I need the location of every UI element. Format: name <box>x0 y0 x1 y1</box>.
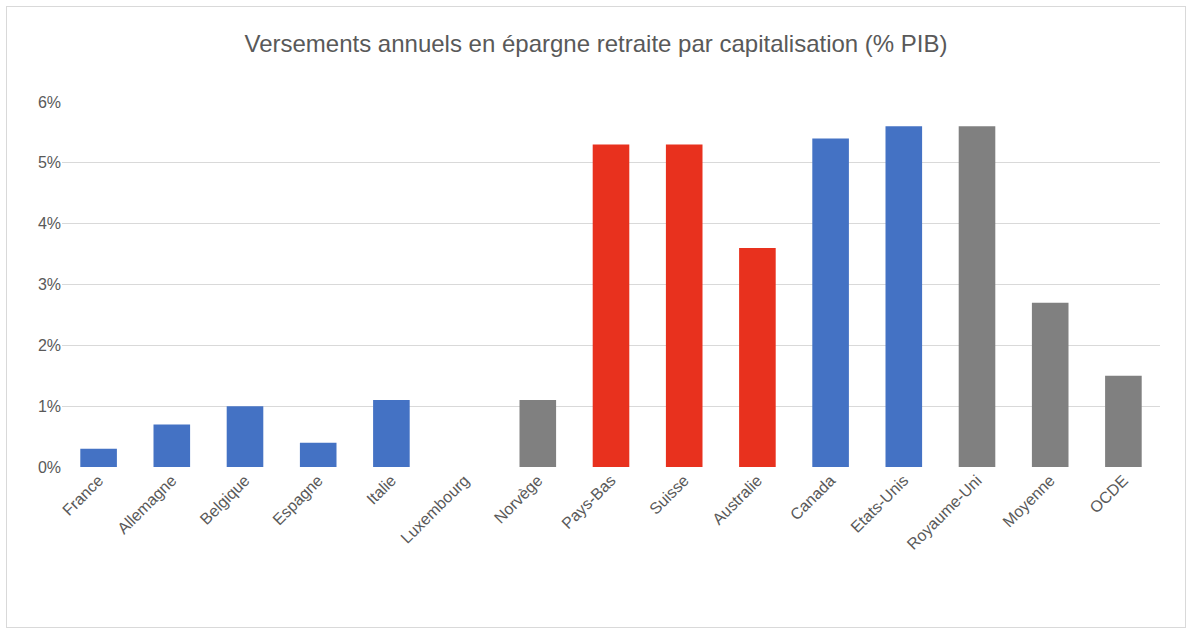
svg-text:6%: 6% <box>38 94 61 111</box>
svg-text:Suisse: Suisse <box>646 472 692 518</box>
svg-text:Canada: Canada <box>787 472 839 524</box>
svg-text:Belgique: Belgique <box>197 472 253 528</box>
svg-text:Moyenne: Moyenne <box>999 472 1058 531</box>
svg-text:OCDE: OCDE <box>1086 472 1131 517</box>
svg-text:Allemagne: Allemagne <box>114 472 180 538</box>
svg-text:2%: 2% <box>38 337 61 354</box>
svg-text:Luxembourg: Luxembourg <box>397 472 472 547</box>
svg-text:Versements annuels en épargne: Versements annuels en épargne retraite p… <box>244 30 947 57</box>
svg-text:Australie: Australie <box>709 472 765 528</box>
svg-text:0%: 0% <box>38 459 61 476</box>
svg-text:4%: 4% <box>38 215 61 232</box>
svg-text:France: France <box>59 472 106 519</box>
svg-text:3%: 3% <box>38 276 61 293</box>
svg-text:Etats-Unis: Etats-Unis <box>847 472 911 536</box>
svg-text:5%: 5% <box>38 154 61 171</box>
svg-text:Royaume-Uni: Royaume-Uni <box>904 472 985 553</box>
svg-text:1%: 1% <box>38 398 61 415</box>
svg-text:Italie: Italie <box>363 472 399 508</box>
svg-text:Pays-Bas: Pays-Bas <box>558 472 618 532</box>
svg-text:Norvège: Norvège <box>491 472 546 527</box>
svg-text:Espagne: Espagne <box>269 472 326 529</box>
